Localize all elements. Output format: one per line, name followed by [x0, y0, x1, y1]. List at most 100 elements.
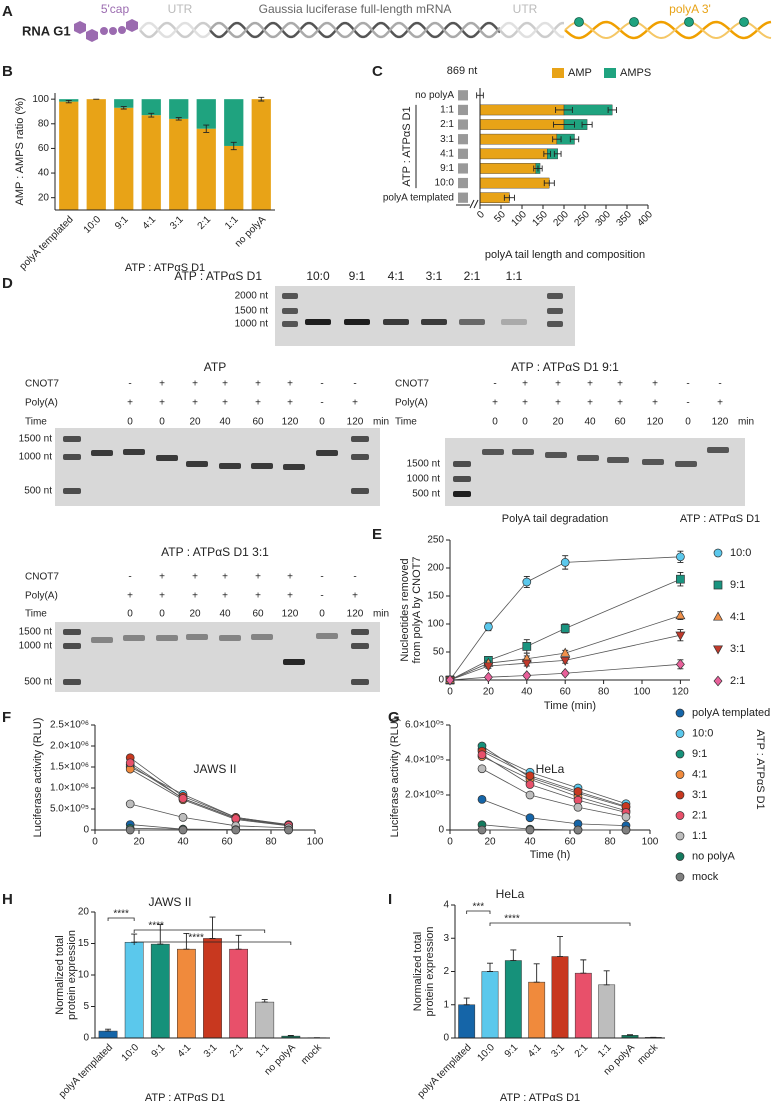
- row-value: +: [159, 591, 165, 602]
- marker: [525, 813, 535, 823]
- marker-label: 1000 nt: [19, 641, 53, 652]
- base-length-bar: [458, 119, 468, 130]
- y-axis-label: Normalized total: [412, 932, 424, 1011]
- row-value: +: [159, 379, 165, 390]
- y-axis-label: Nucleotides removed: [399, 558, 411, 661]
- row-value: +: [287, 591, 293, 602]
- gel: [275, 286, 575, 346]
- y-tick-label: 0: [83, 1033, 89, 1044]
- gel-band: [351, 436, 369, 442]
- row-value: 20: [189, 417, 201, 428]
- panel-label: E: [372, 526, 382, 543]
- bar: [528, 981, 546, 1039]
- gel-band: [459, 319, 485, 325]
- bar-segment: [479, 133, 558, 145]
- bar-segment: [141, 115, 161, 210]
- row-value: -: [493, 379, 496, 390]
- marker: [675, 770, 685, 779]
- marker: [573, 787, 583, 796]
- y-tick-label: 20: [78, 907, 90, 918]
- error-bar: [533, 963, 540, 983]
- error-bar: [148, 112, 155, 118]
- x-tick-label: 40: [521, 687, 533, 698]
- significance-label: ****: [148, 921, 164, 932]
- gel-band: [316, 633, 338, 639]
- bar-segment: [479, 163, 537, 174]
- error-bar: [287, 1035, 294, 1037]
- error-bar: [557, 936, 563, 957]
- row-value: 120: [282, 609, 299, 620]
- row-value: 60: [252, 609, 264, 620]
- amps-dot: [739, 17, 749, 27]
- series-line: [481, 745, 627, 808]
- x-tick-label: 40: [524, 837, 536, 848]
- legend-swatch: [552, 68, 564, 78]
- marker: [484, 622, 493, 632]
- legend-label: 9:1: [730, 579, 745, 591]
- y-tick-label: 0: [443, 1033, 449, 1044]
- row-label: Poly(A): [395, 398, 428, 409]
- marker: [525, 780, 535, 789]
- row-value: 120: [347, 417, 364, 428]
- gel-band: [577, 455, 599, 461]
- marker: [525, 771, 535, 781]
- marker: [675, 729, 685, 738]
- polya-label: polyA 3': [669, 2, 711, 16]
- row-value: 0: [319, 417, 325, 428]
- row-label: CNOT7: [395, 379, 429, 390]
- marker: [125, 825, 135, 835]
- bar: [150, 943, 170, 1039]
- x-tick-label: 80: [604, 837, 616, 848]
- bar: [598, 984, 616, 1039]
- error-bar: [183, 932, 190, 950]
- row-value: +: [127, 591, 133, 602]
- row-value: 0: [127, 417, 133, 428]
- base-length-bar: [458, 134, 468, 145]
- bar-segment: [196, 99, 216, 129]
- base-length-bar: [458, 163, 468, 174]
- bar: [504, 960, 522, 1039]
- y-tick-label: 4:1: [440, 148, 454, 159]
- legend-label: 2:1: [730, 675, 745, 687]
- marker: [675, 852, 685, 861]
- lane-label: 9:1: [349, 269, 366, 283]
- mrna-strand: [209, 21, 501, 39]
- base-length-bar: [458, 192, 468, 203]
- bar: [458, 1004, 476, 1039]
- marker: [178, 825, 188, 835]
- gel-band: [545, 452, 567, 458]
- legend-label: 3:1: [730, 643, 745, 655]
- row-value: +: [287, 572, 293, 583]
- error-bar: [157, 924, 164, 945]
- row-value: +: [652, 379, 658, 390]
- y-axis-label: Luciferase activity (RLU): [389, 718, 401, 838]
- bar-segment: [196, 128, 216, 210]
- row-value: 0: [492, 417, 498, 428]
- caption: PolyA tail degradation: [502, 513, 608, 525]
- y-tick-label: 60: [38, 143, 50, 154]
- x-tick-label: 0: [447, 837, 453, 848]
- bar-segment: [141, 99, 161, 116]
- marker: [560, 647, 571, 657]
- row-value: +: [255, 398, 261, 409]
- marker: [675, 658, 685, 670]
- bar: [203, 938, 222, 1039]
- cap-hexagon: [86, 29, 98, 42]
- marker: [178, 794, 188, 803]
- marker: [675, 790, 685, 800]
- y-tick-label: 4.0×10⁰⁵: [405, 755, 444, 766]
- amps-dot: [684, 17, 694, 27]
- legend-label: 1:1: [692, 830, 707, 842]
- x-tick-label: 0: [92, 837, 98, 848]
- y-tick-label: no polyA: [415, 90, 454, 101]
- polya-strand: [564, 20, 772, 40]
- marker: [713, 675, 723, 687]
- marker-label: 1500 nt: [407, 459, 441, 470]
- marker: [477, 825, 487, 835]
- gel-title: ATP: [204, 360, 226, 374]
- error-bar: [555, 106, 573, 113]
- row-value: 0: [685, 417, 691, 428]
- error-bar: [627, 1034, 633, 1036]
- error-bar: [105, 1028, 112, 1032]
- row-value: 20: [189, 609, 201, 620]
